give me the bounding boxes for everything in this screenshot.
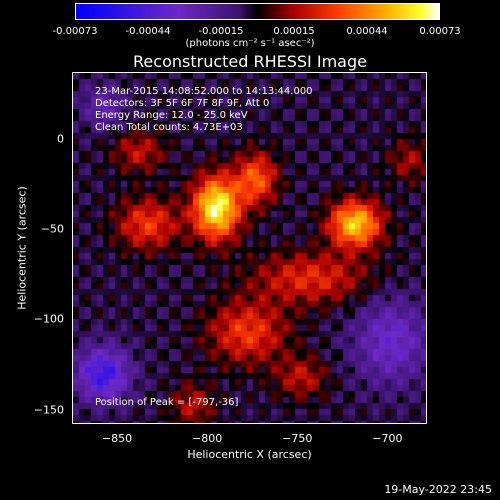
y-tick-label: −150 xyxy=(33,403,64,417)
y-tick-label: −50 xyxy=(40,222,64,236)
x-tick-label: −850 xyxy=(101,432,133,445)
colorbar xyxy=(75,3,440,20)
heatmap-image xyxy=(73,73,426,423)
plot-area xyxy=(72,72,427,424)
x-tick-label: −700 xyxy=(372,432,403,445)
info-line-time: 23-Mar-2015 14:08:52.000 to 14:13:44.000 xyxy=(95,86,313,97)
colorbar-tick-label: 0.00073 xyxy=(419,26,461,37)
x-axis-label: Heliocentric X (arcsec) xyxy=(187,448,312,461)
colorbar-tick-label: -0.00073 xyxy=(52,26,98,37)
colorbar-units: (photons cm⁻² s⁻¹ asec⁻²) xyxy=(185,38,315,49)
info-line-counts: Clean Total counts: 4.73E+03 xyxy=(95,122,243,133)
chart-title: Reconstructed RHESSI Image xyxy=(133,52,367,71)
colorbar-tick-label: -0.00044 xyxy=(125,26,171,37)
y-tick-label: −100 xyxy=(33,312,64,326)
colorbar-tick-label: 0.00044 xyxy=(346,26,388,37)
colorbar-gradient xyxy=(76,4,439,19)
y-axis-label: Heliocentric Y (arcsec) xyxy=(15,186,29,310)
colorbar-tick-label: -0.00015 xyxy=(198,26,244,37)
x-tick-label: −800 xyxy=(192,432,223,445)
x-tick-label: −750 xyxy=(282,432,313,445)
info-line-detectors: Detectors: 3F 5F 6F 7F 8F 9F, Att 0 xyxy=(95,98,270,109)
colorbar-tick-label: 0.00015 xyxy=(273,26,315,37)
timestamp: 19-May-2022 23:45 xyxy=(384,483,492,496)
info-line-energy: Energy Range: 12.0 - 25.0 keV xyxy=(95,110,248,121)
peak-position-label: Position of Peak = [-797,-36] xyxy=(95,397,239,408)
y-tick-label: 0 xyxy=(57,132,64,146)
